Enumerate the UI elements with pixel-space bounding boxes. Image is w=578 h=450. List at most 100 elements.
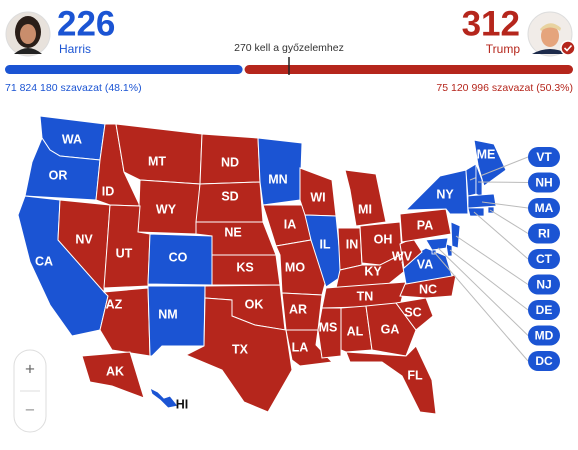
callout-pill xyxy=(528,351,560,371)
callout-label: VT xyxy=(536,150,552,164)
callout-line xyxy=(433,251,529,362)
state-shape xyxy=(184,297,293,413)
state-shape xyxy=(304,214,343,288)
us-map: WA OR CA NV ID MT WY UT AZ CO NM ND SD NE KS OK TX MN IA MO… xyxy=(17,115,560,415)
callout-line xyxy=(473,211,529,260)
electoral-bar xyxy=(5,65,573,74)
state-label: NC xyxy=(419,282,437,296)
state-label: VA xyxy=(417,257,433,271)
callout-pill xyxy=(528,223,560,244)
trump-popular-vote: 75 120 996 szavazat (50.3%) xyxy=(436,82,573,94)
state-label: OH xyxy=(374,232,393,246)
state-shape xyxy=(340,305,373,353)
state-label: MI xyxy=(358,202,372,216)
trump-electoral-votes: 312 xyxy=(462,4,520,43)
state-shape xyxy=(467,193,497,209)
state-shape xyxy=(344,169,387,227)
state-label: SC xyxy=(404,305,421,319)
callout-pill xyxy=(528,198,560,218)
state-label: NY xyxy=(436,187,454,201)
state-shape xyxy=(149,387,179,409)
harris-popular-vote: 71 824 180 szavazat (48.1%) xyxy=(5,82,142,94)
state-shape xyxy=(81,351,145,399)
state-shape xyxy=(467,207,485,217)
state-shape xyxy=(473,139,507,187)
state-label: WA xyxy=(62,132,82,146)
callout-pill xyxy=(528,249,560,269)
state-shape xyxy=(425,237,449,251)
state-shape xyxy=(399,208,452,243)
state-label: ND xyxy=(221,155,239,169)
state-label: LA xyxy=(292,340,309,354)
state-shape xyxy=(365,302,417,357)
state-label: TN xyxy=(357,289,374,303)
state-label: AR xyxy=(289,302,307,316)
harris-avatar xyxy=(5,11,51,57)
callout-pill xyxy=(528,274,560,295)
state-label: OK xyxy=(245,297,264,311)
threshold-label: 270 kell a győzelemhez xyxy=(234,42,344,54)
callout-pill xyxy=(528,172,560,193)
state-label: AK xyxy=(106,364,124,378)
state-label: WV xyxy=(392,249,413,263)
state-label: MO xyxy=(285,260,305,274)
zoom-in[interactable]: + xyxy=(25,359,35,378)
zoom-out[interactable]: − xyxy=(25,400,35,419)
state-shape xyxy=(95,123,141,207)
state-label: GA xyxy=(381,322,400,336)
state-shape xyxy=(404,169,469,215)
state-label: HI xyxy=(176,397,189,411)
harris-electoral-votes: 226 xyxy=(57,4,115,43)
state-label: ME xyxy=(477,147,496,161)
state-shape xyxy=(317,307,342,359)
state-label: KS xyxy=(236,260,253,274)
state-label: MN xyxy=(268,172,287,186)
trump-name: Trump xyxy=(486,42,521,56)
state-label: PA xyxy=(417,218,433,232)
callout-label: DC xyxy=(535,354,553,368)
state-shape xyxy=(450,221,461,249)
callout-label: MD xyxy=(535,329,554,343)
state-label: MS xyxy=(319,320,338,334)
callout-label: NH xyxy=(535,176,552,190)
state-shape xyxy=(257,137,303,206)
state-label: WY xyxy=(156,202,177,216)
callout-label: DE xyxy=(536,303,553,317)
callout-pill xyxy=(528,325,560,346)
trump-bar xyxy=(244,65,573,74)
state-label: TX xyxy=(232,342,249,356)
zoom-control: + − xyxy=(13,349,47,433)
state-label: ID xyxy=(102,184,115,198)
state-label: FL xyxy=(407,368,423,382)
callout-line xyxy=(477,181,529,183)
state-label: AZ xyxy=(106,297,123,311)
state-label: CO xyxy=(169,250,188,264)
state-label: NE xyxy=(224,225,241,239)
state-label: MT xyxy=(148,154,166,168)
state-label: IA xyxy=(284,217,297,231)
callout-line xyxy=(449,249,529,311)
state-label: SD xyxy=(221,189,238,203)
callout-line xyxy=(481,201,529,209)
callout-pill xyxy=(528,300,560,320)
state-label: NM xyxy=(158,307,177,321)
callout-label: RI xyxy=(538,227,550,241)
state-label: UT xyxy=(116,246,133,260)
state-shape xyxy=(445,243,453,257)
state-label: IN xyxy=(346,237,359,251)
callout-label: CT xyxy=(536,252,553,266)
state-label: OR xyxy=(49,168,68,182)
state-label: IL xyxy=(319,237,330,251)
callout-pill xyxy=(528,147,560,167)
state-shape xyxy=(395,297,434,331)
state-label: KY xyxy=(364,264,382,278)
callout-label: MA xyxy=(535,201,554,215)
callout-line xyxy=(489,209,529,234)
callout-label: NJ xyxy=(536,278,551,292)
harris-bar xyxy=(5,65,243,74)
state-label: WI xyxy=(310,190,325,204)
state-label: AL xyxy=(347,324,364,338)
state-label: NV xyxy=(75,232,93,246)
callout-line xyxy=(455,235,529,285)
